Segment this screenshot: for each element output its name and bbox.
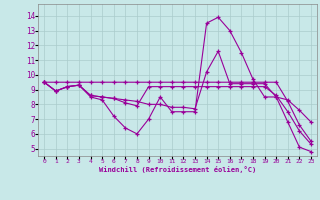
X-axis label: Windchill (Refroidissement éolien,°C): Windchill (Refroidissement éolien,°C)	[99, 166, 256, 173]
